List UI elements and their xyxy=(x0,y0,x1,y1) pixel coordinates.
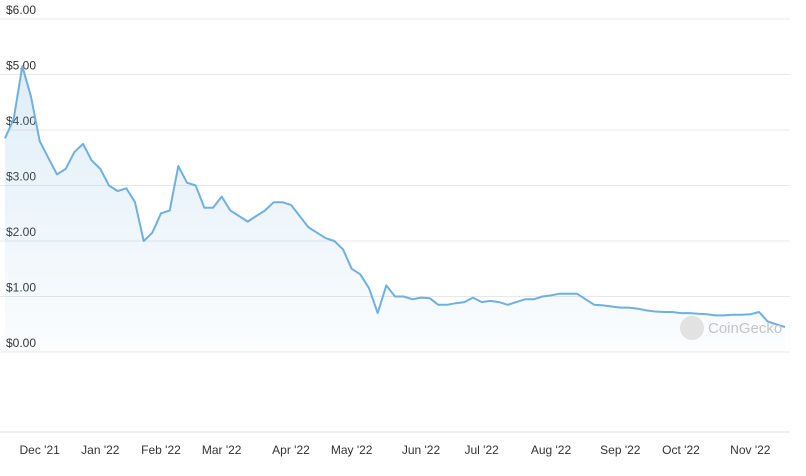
x-tick-label: Oct '22 xyxy=(662,443,700,457)
x-tick-label: Feb '22 xyxy=(141,443,181,457)
x-tick-label: Nov '22 xyxy=(730,443,771,457)
watermark: CoinGecko xyxy=(680,316,782,340)
price-line xyxy=(4,65,786,328)
watermark-text: CoinGecko xyxy=(708,320,782,337)
y-tick-label: $6.00 xyxy=(6,3,36,17)
watermark-logo xyxy=(680,316,704,340)
x-tick-label: Sep '22 xyxy=(600,443,641,457)
y-tick-label: $5.00 xyxy=(6,59,36,73)
x-tick-label: Dec '21 xyxy=(20,443,61,457)
x-tick-label: May '22 xyxy=(331,443,373,457)
x-tick-label: Apr '22 xyxy=(272,443,310,457)
x-tick-label: Jan '22 xyxy=(81,443,120,457)
price-area xyxy=(5,66,785,352)
x-tick-label: Mar '22 xyxy=(202,443,242,457)
x-tick-label: Jun '22 xyxy=(402,443,441,457)
x-tick-label: Aug '22 xyxy=(531,443,572,457)
x-tick-label: Jul '22 xyxy=(465,443,500,457)
